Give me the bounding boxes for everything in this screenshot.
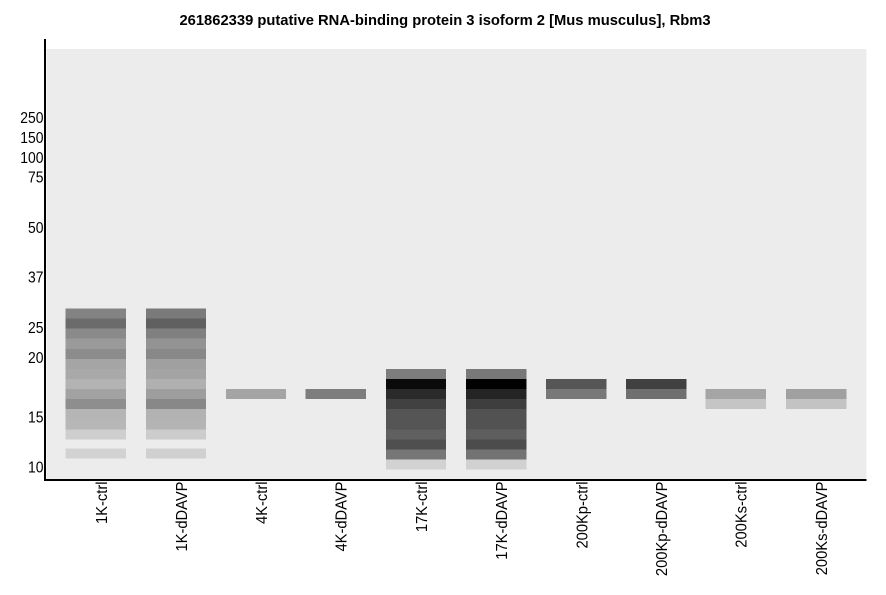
- svg-text:200Kp-ctrl: 200Kp-ctrl: [574, 482, 592, 549]
- svg-text:100: 100: [20, 149, 43, 167]
- svg-text:1K-dDAVP: 1K-dDAVP: [173, 482, 191, 552]
- svg-text:1K-ctrl: 1K-ctrl: [93, 482, 111, 525]
- svg-text:150: 150: [20, 129, 43, 147]
- svg-text:15: 15: [28, 409, 43, 427]
- svg-text:200Ks-dDAVP: 200Ks-dDAVP: [813, 482, 831, 576]
- svg-text:25: 25: [28, 319, 43, 337]
- svg-text:250: 250: [20, 109, 43, 127]
- svg-text:4K-ctrl: 4K-ctrl: [253, 482, 271, 525]
- svg-text:37: 37: [28, 269, 43, 287]
- svg-text:17K-dDAVP: 17K-dDAVP: [494, 482, 512, 560]
- svg-text:200Kp-dDAVP: 200Kp-dDAVP: [653, 482, 671, 577]
- svg-text:10: 10: [28, 459, 43, 477]
- svg-text:17K-ctrl: 17K-ctrl: [413, 482, 431, 533]
- svg-text:50: 50: [28, 219, 43, 237]
- svg-text:75: 75: [28, 169, 43, 187]
- svg-text:20: 20: [28, 349, 43, 367]
- svg-text:200Ks-ctrl: 200Ks-ctrl: [733, 482, 751, 548]
- svg-text:261862339 putative RNA-binding: 261862339 putative RNA-binding protein 3…: [179, 13, 710, 29]
- svg-text:4K-dDAVP: 4K-dDAVP: [333, 482, 351, 552]
